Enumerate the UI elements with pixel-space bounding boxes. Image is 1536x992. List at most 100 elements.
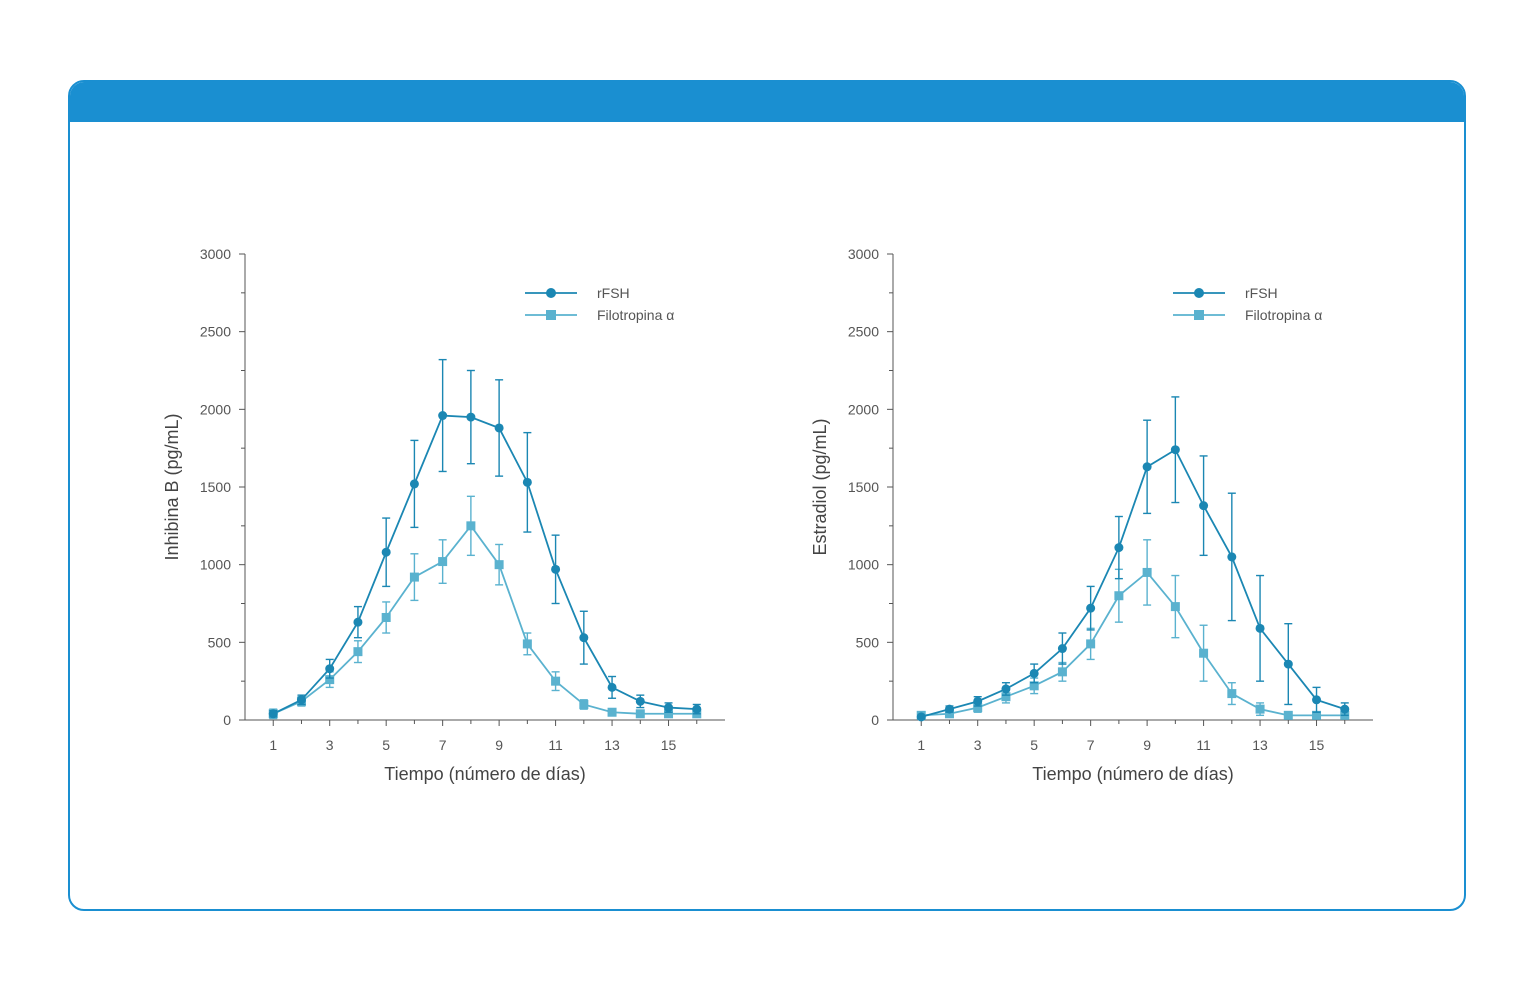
data-point xyxy=(1114,543,1124,553)
x-tick-label: 15 xyxy=(1309,737,1325,753)
legend-marker xyxy=(1194,288,1204,298)
y-tick-label: 1500 xyxy=(848,479,879,495)
x-tick-label: 9 xyxy=(1143,737,1151,753)
data-point xyxy=(409,479,419,489)
data-point xyxy=(438,411,448,421)
x-tick-label: 3 xyxy=(326,737,334,753)
x-tick-label: 7 xyxy=(1087,737,1095,753)
x-tick-label: 7 xyxy=(439,737,447,753)
data-point xyxy=(381,612,391,622)
series-filotropina xyxy=(268,495,702,720)
legend-marker xyxy=(546,288,556,298)
data-point xyxy=(296,695,306,705)
y-tick-label: 0 xyxy=(223,712,231,728)
data-point xyxy=(551,564,561,574)
series-rfsh xyxy=(268,358,702,719)
y-tick-label: 500 xyxy=(208,634,232,650)
data-point xyxy=(1312,710,1322,720)
data-point xyxy=(381,547,391,557)
data-point xyxy=(973,696,983,706)
y-tick-label: 1500 xyxy=(200,479,231,495)
x-tick-label: 11 xyxy=(548,737,563,753)
data-point xyxy=(1114,591,1124,601)
data-point xyxy=(522,639,532,649)
data-point xyxy=(1199,648,1209,658)
x-tick-label: 15 xyxy=(661,737,677,753)
legend-label: rFSH xyxy=(597,285,630,301)
data-point xyxy=(607,707,617,717)
y-axis-label: Estradiol (pg/mL) xyxy=(810,418,830,555)
y-tick-label: 500 xyxy=(856,634,880,650)
legend-label: Filotropina α xyxy=(1245,307,1322,323)
data-point xyxy=(1001,684,1011,694)
chart-panel xyxy=(68,80,1466,911)
data-point xyxy=(1142,567,1152,577)
series-rfsh xyxy=(916,396,1350,722)
data-point xyxy=(494,560,504,570)
data-point xyxy=(1029,681,1039,691)
data-point xyxy=(973,703,983,713)
x-tick-label: 5 xyxy=(382,737,390,753)
data-point xyxy=(1312,695,1322,705)
data-point xyxy=(1283,710,1293,720)
data-point xyxy=(438,557,448,567)
x-axis-label: Tiempo (número de días) xyxy=(1032,764,1233,784)
series-line xyxy=(272,414,697,715)
data-point xyxy=(494,423,504,433)
data-point xyxy=(607,682,617,692)
data-point xyxy=(1170,445,1180,455)
data-point xyxy=(325,664,335,674)
y-tick-label: 1000 xyxy=(848,557,879,573)
data-point xyxy=(579,633,589,643)
x-tick-label: 1 xyxy=(269,737,277,753)
data-point xyxy=(551,676,561,686)
y-tick-label: 3000 xyxy=(200,246,231,262)
data-point xyxy=(635,696,645,706)
x-tick-label: 9 xyxy=(495,737,503,753)
y-tick-label: 2500 xyxy=(200,324,231,340)
data-point xyxy=(1255,704,1265,714)
y-tick-label: 3000 xyxy=(848,246,879,262)
x-tick-label: 3 xyxy=(974,737,982,753)
data-point xyxy=(664,703,674,713)
data-point xyxy=(1199,501,1209,511)
data-point xyxy=(579,699,589,709)
legend-label: rFSH xyxy=(1245,285,1278,301)
data-point xyxy=(1227,689,1237,699)
data-point xyxy=(664,709,674,719)
data-point xyxy=(944,704,954,714)
legend-marker xyxy=(546,310,556,320)
data-point xyxy=(1001,692,1011,702)
data-point xyxy=(268,709,278,719)
x-tick-label: 13 xyxy=(1252,737,1268,753)
data-point xyxy=(1029,668,1039,678)
data-point xyxy=(1170,602,1180,612)
data-point xyxy=(466,521,476,531)
legend-label: Filotropina α xyxy=(597,307,674,323)
series-line xyxy=(921,571,1345,717)
data-point xyxy=(635,709,645,719)
legend: rFSH Filotropina α xyxy=(525,285,674,323)
data-point xyxy=(353,647,363,657)
data-point xyxy=(916,712,926,722)
data-point xyxy=(1142,462,1152,472)
x-tick-label: 13 xyxy=(604,737,620,753)
series-line xyxy=(920,448,1346,718)
data-point xyxy=(1086,639,1096,649)
x-axis-label: Tiempo (número de días) xyxy=(384,764,585,784)
y-tick-label: 2500 xyxy=(848,324,879,340)
data-point xyxy=(1255,623,1265,633)
legend-marker xyxy=(1194,310,1204,320)
data-point xyxy=(1283,659,1293,669)
x-tick-label: 1 xyxy=(917,737,925,753)
y-axis-label: Inhibina B (pg/mL) xyxy=(162,413,182,560)
data-point xyxy=(1086,603,1096,613)
data-point xyxy=(409,572,419,582)
data-point xyxy=(353,617,363,627)
legend: rFSH Filotropina α xyxy=(1173,285,1322,323)
data-point xyxy=(1340,704,1350,714)
data-point xyxy=(522,477,532,487)
panel-header-bar xyxy=(70,82,1464,122)
